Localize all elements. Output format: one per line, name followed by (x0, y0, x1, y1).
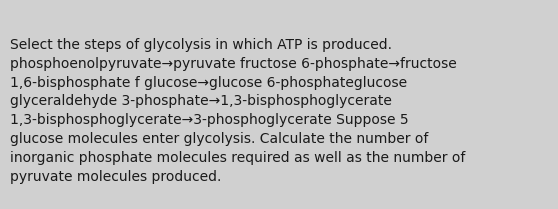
Text: Select the steps of glycolysis in which ATP is produced.
phosphoenolpyruvate→pyr: Select the steps of glycolysis in which … (10, 38, 465, 184)
